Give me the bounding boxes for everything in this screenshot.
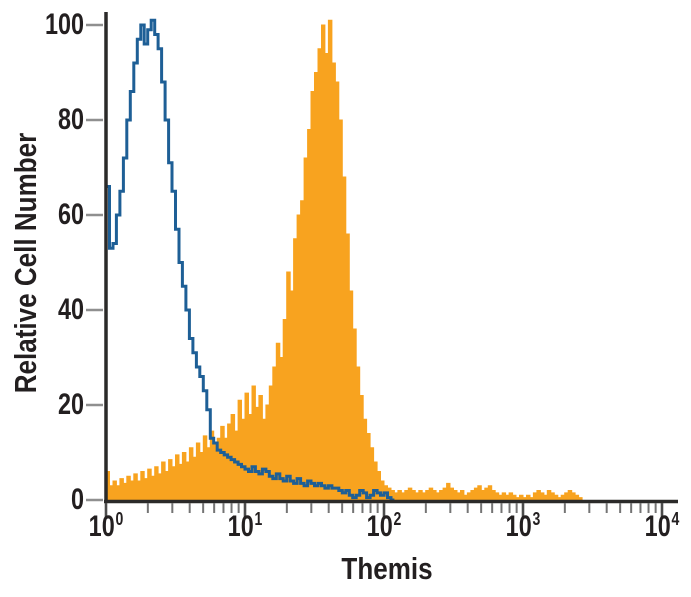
x-tick-base: 10 bbox=[505, 510, 532, 544]
y-tick-label-40: 40 bbox=[57, 293, 84, 326]
y-tick-label-80: 80 bbox=[57, 103, 84, 136]
control-open-histogram bbox=[106, 18, 395, 502]
y-tick-label-100: 100 bbox=[44, 8, 84, 41]
x-tick-base: 10 bbox=[227, 510, 254, 544]
x-axis-title: Themis bbox=[341, 551, 433, 586]
x-tick-base: 10 bbox=[644, 510, 671, 544]
x-tick-label-10e1: 101 bbox=[210, 509, 280, 544]
x-tick-label-10e0: 100 bbox=[71, 509, 141, 544]
x-tick-label-10e2: 102 bbox=[349, 509, 419, 544]
x-tick-exponent: 0 bbox=[115, 509, 124, 529]
x-tick-base: 10 bbox=[88, 510, 115, 544]
stained-filled-histogram bbox=[105, 19, 583, 501]
y-tick-label-60: 60 bbox=[57, 198, 84, 231]
x-tick-exponent: 3 bbox=[532, 509, 541, 529]
x-tick-label-10e3: 103 bbox=[488, 509, 558, 544]
x-tick-exponent: 4 bbox=[671, 509, 680, 529]
y-tick-label-20: 20 bbox=[57, 388, 84, 421]
x-tick-label-10e4: 104 bbox=[627, 509, 691, 544]
y-tick-label-0: 0 bbox=[70, 483, 84, 516]
x-tick-exponent: 2 bbox=[393, 509, 402, 529]
x-tick-base: 10 bbox=[366, 510, 393, 544]
y-axis-title: Relative Cell Number bbox=[8, 132, 43, 394]
x-tick-exponent: 1 bbox=[254, 509, 263, 529]
